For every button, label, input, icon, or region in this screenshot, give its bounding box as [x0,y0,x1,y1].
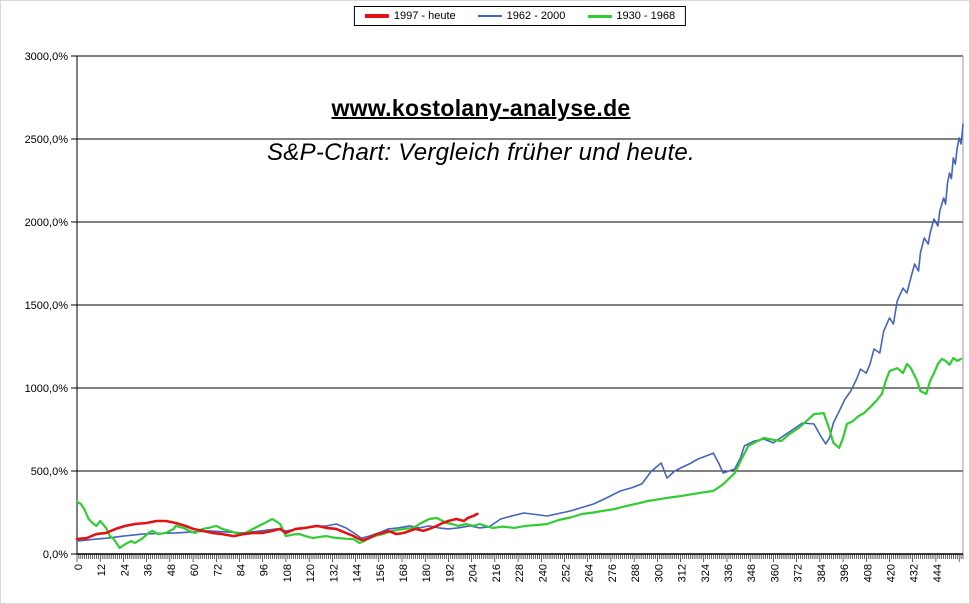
x-axis-label: 156 [375,564,387,582]
y-axis-label: 2500,0% [25,134,69,146]
x-axis-label: 312 [677,564,689,582]
x-axis-label: 276 [607,564,619,582]
chart-title: www.kostolany-analyse.de [331,95,631,121]
x-axis-label: 252 [560,564,572,582]
x-axis-label: 60 [189,564,201,576]
x-axis-label: 24 [119,564,131,576]
x-axis-label: 168 [398,564,410,582]
legend-line-swatch-red [364,14,389,18]
y-axis-label: 1500,0% [25,300,69,312]
legend-line-swatch-green [587,14,612,18]
y-axis-label: 3000,0% [25,51,69,63]
x-axis-label: 204 [468,564,480,582]
x-axis-label: 360 [769,564,781,582]
x-axis-label: 108 [282,564,294,582]
legend-label: 1997 - heute [393,10,456,22]
x-axis-label: 192 [444,564,456,582]
x-axis-label: 36 [143,564,155,576]
x-axis-label: 180 [421,564,433,582]
legend-line-swatch-blue [477,15,502,17]
x-axis-label: 432 [909,564,921,582]
series-line-1997-heute [75,512,479,542]
series-line-1962-2000 [76,123,964,542]
x-axis-label: 444 [932,564,944,582]
x-axis-label: 264 [584,564,596,582]
y-axis-label: 1000,0% [25,383,69,395]
series-line-1930-1968 [75,356,963,550]
legend-label: 1962 - 2000 [506,10,566,22]
x-axis-label: 408 [862,564,874,582]
x-axis-label: 240 [537,564,549,582]
x-axis-label: 336 [723,564,735,582]
chart-titles: www.kostolany-analyse.de S&P-Chart: Verg… [176,95,786,167]
legend: 1997 - heute 1962 - 2000 1930 - 1968 [353,6,687,26]
x-axis-label: 228 [514,564,526,582]
x-axis-label: 396 [839,564,851,582]
x-axis-label: 324 [700,564,712,582]
chart-subtitle: S&P-Chart: Vergleich früher und heute. [266,139,696,166]
x-axis-label: 420 [885,564,897,582]
legend-item-1930-1968: 1930 - 1968 [587,10,675,22]
legend-item-1997-heute: 1997 - heute [364,10,456,22]
x-axis-label: 372 [793,564,805,582]
x-axis-label: 384 [816,564,828,582]
x-axis-label: 96 [259,564,271,576]
x-axis-label: 120 [305,564,317,582]
x-axis-label: 48 [166,564,178,576]
x-axis-label: 288 [630,564,642,582]
x-axis-label: 216 [491,564,503,582]
legend-label: 1930 - 1968 [616,10,676,22]
y-axis-label: 0,0% [43,549,68,561]
x-axis-label: 132 [328,564,340,582]
x-axis-label: 12 [96,564,108,576]
y-axis-label: 2000,0% [25,217,69,229]
x-axis-label: 72 [212,564,224,576]
legend-item-1962-2000: 1962 - 2000 [477,10,566,22]
x-axis-label: 84 [235,564,247,576]
y-axis-label: 500,0% [31,466,69,478]
x-axis-label: 144 [352,564,364,582]
x-axis-label: 300 [653,564,665,582]
x-axis-label: 348 [746,564,758,582]
x-axis-label: 0 [73,564,85,570]
